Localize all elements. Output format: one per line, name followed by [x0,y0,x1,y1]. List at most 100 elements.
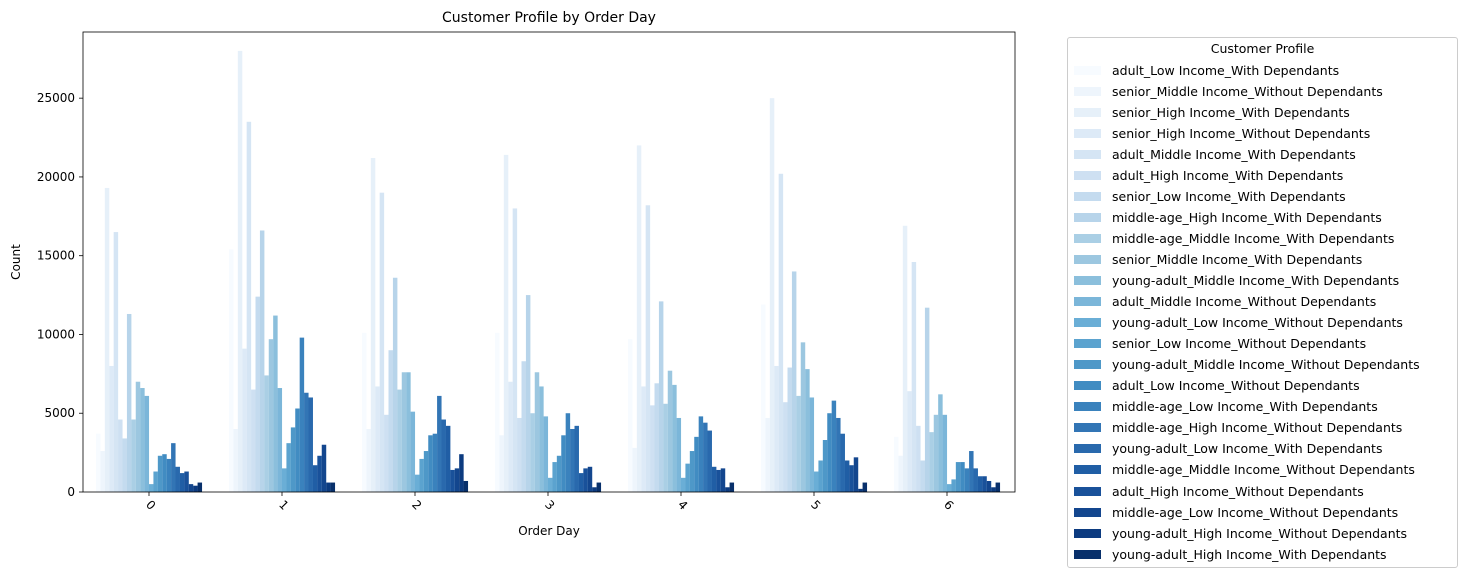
bar [441,419,446,492]
bar [415,474,420,492]
bar [534,372,540,492]
bar [960,462,965,492]
bar [942,414,948,492]
legend-swatch [1074,191,1101,201]
legend-item: middle-age_High Income_Without Dependant… [1074,418,1402,438]
bar [698,416,704,492]
bar [920,460,925,492]
bar [321,444,327,492]
bar [175,466,180,492]
legend-label: adult_Middle Income_Without Dependants [1112,294,1377,310]
legend-swatch [1074,86,1101,96]
x-tick-label: 2 [409,498,424,513]
bar [844,460,850,492]
legend-swatch [1074,107,1101,117]
y-tick-label: 0 [67,485,75,499]
bar [179,473,185,492]
legend-item: middle-age_High Income_With Dependants [1074,207,1382,227]
bars-group [96,50,1001,493]
legend-label: adult_Middle Income_With Dependants [1112,146,1356,162]
y-axis-ticks: 0 5000 10000 15000 20000 25000 [37,91,83,499]
bar [628,339,633,492]
legend-label: young-adult_Low Income_Without Dependant… [1112,315,1403,331]
bar [366,428,371,492]
legend-item: adult_Low Income_With Dependants [1074,60,1339,80]
bar [242,348,247,492]
bar [149,484,154,492]
bar [711,466,717,492]
legend-swatch [1074,233,1101,243]
bar [548,477,553,492]
bar [858,488,863,492]
bar [437,395,442,492]
bar [729,482,735,492]
bar [140,388,145,492]
bar [96,433,101,492]
legend-swatch [1074,297,1101,307]
bar [667,370,673,492]
legend-item: middle-age_Middle Income_Without Dependa… [1074,460,1415,480]
bar [379,192,385,492]
bar [720,468,726,492]
legend-label: senior_Low Income_With Dependants [1112,188,1346,204]
bar [933,414,939,492]
bar [658,301,664,492]
x-tick-label: 4 [675,498,690,513]
y-tick-label: 20000 [37,170,75,184]
legend-item: middle-age_Low Income_Without Dependants [1074,502,1398,522]
y-tick-label: 15000 [37,249,75,263]
legend-label: senior_Middle Income_Without Dependants [1112,83,1383,99]
bar [800,342,806,492]
legend-item: senior_Low Income_Without Dependants [1074,334,1366,354]
bar [384,414,389,492]
x-axis-label: Order Day [518,524,580,538]
bar [938,394,943,492]
bar [539,386,544,492]
bar [370,158,376,492]
bar [583,468,588,492]
legend-swatch [1074,276,1101,285]
bar [725,487,730,492]
bar [233,428,238,492]
legend-item: adult_High Income_With Dependants [1074,165,1343,185]
legend-label: middle-age_Middle Income_Without Dependa… [1112,462,1415,478]
bar [277,388,283,492]
legend-label: senior_High Income_Without Dependants [1112,125,1371,141]
y-tick-label: 10000 [37,327,75,341]
legend-swatch [1074,212,1101,222]
chart-title: Customer Profile by Order Day [442,10,656,26]
bar [650,405,655,492]
bar [397,389,402,492]
bar [184,471,189,492]
bar [977,476,983,492]
bar [778,173,784,492]
bar [229,249,234,492]
legend-swatch [1074,360,1101,370]
bar [512,208,518,492]
bar [499,435,504,492]
bar [171,443,176,492]
bar [982,476,987,492]
bar [596,482,602,492]
bar [375,386,380,492]
bar [578,473,584,492]
legend-swatch [1074,486,1101,496]
bar [104,187,110,492]
bar [428,435,433,492]
legend-item: young-adult_Middle Income_Without Depend… [1074,355,1420,375]
bar [556,455,562,492]
bar [282,468,287,492]
legend-label: young-adult_High Income_Without Dependan… [1112,525,1408,541]
legend-swatch [1074,507,1101,517]
bar [862,482,868,492]
bar [827,413,832,492]
legend-label: middle-age_Low Income_Without Dependants [1112,504,1399,520]
bar [916,425,921,492]
bar [632,447,637,492]
bar [986,480,992,492]
bar [783,402,788,492]
legend-item: young-adult_High Income_Without Dependan… [1074,523,1407,543]
bar [251,389,256,492]
bar [392,277,398,492]
legend-swatch [1074,318,1101,328]
